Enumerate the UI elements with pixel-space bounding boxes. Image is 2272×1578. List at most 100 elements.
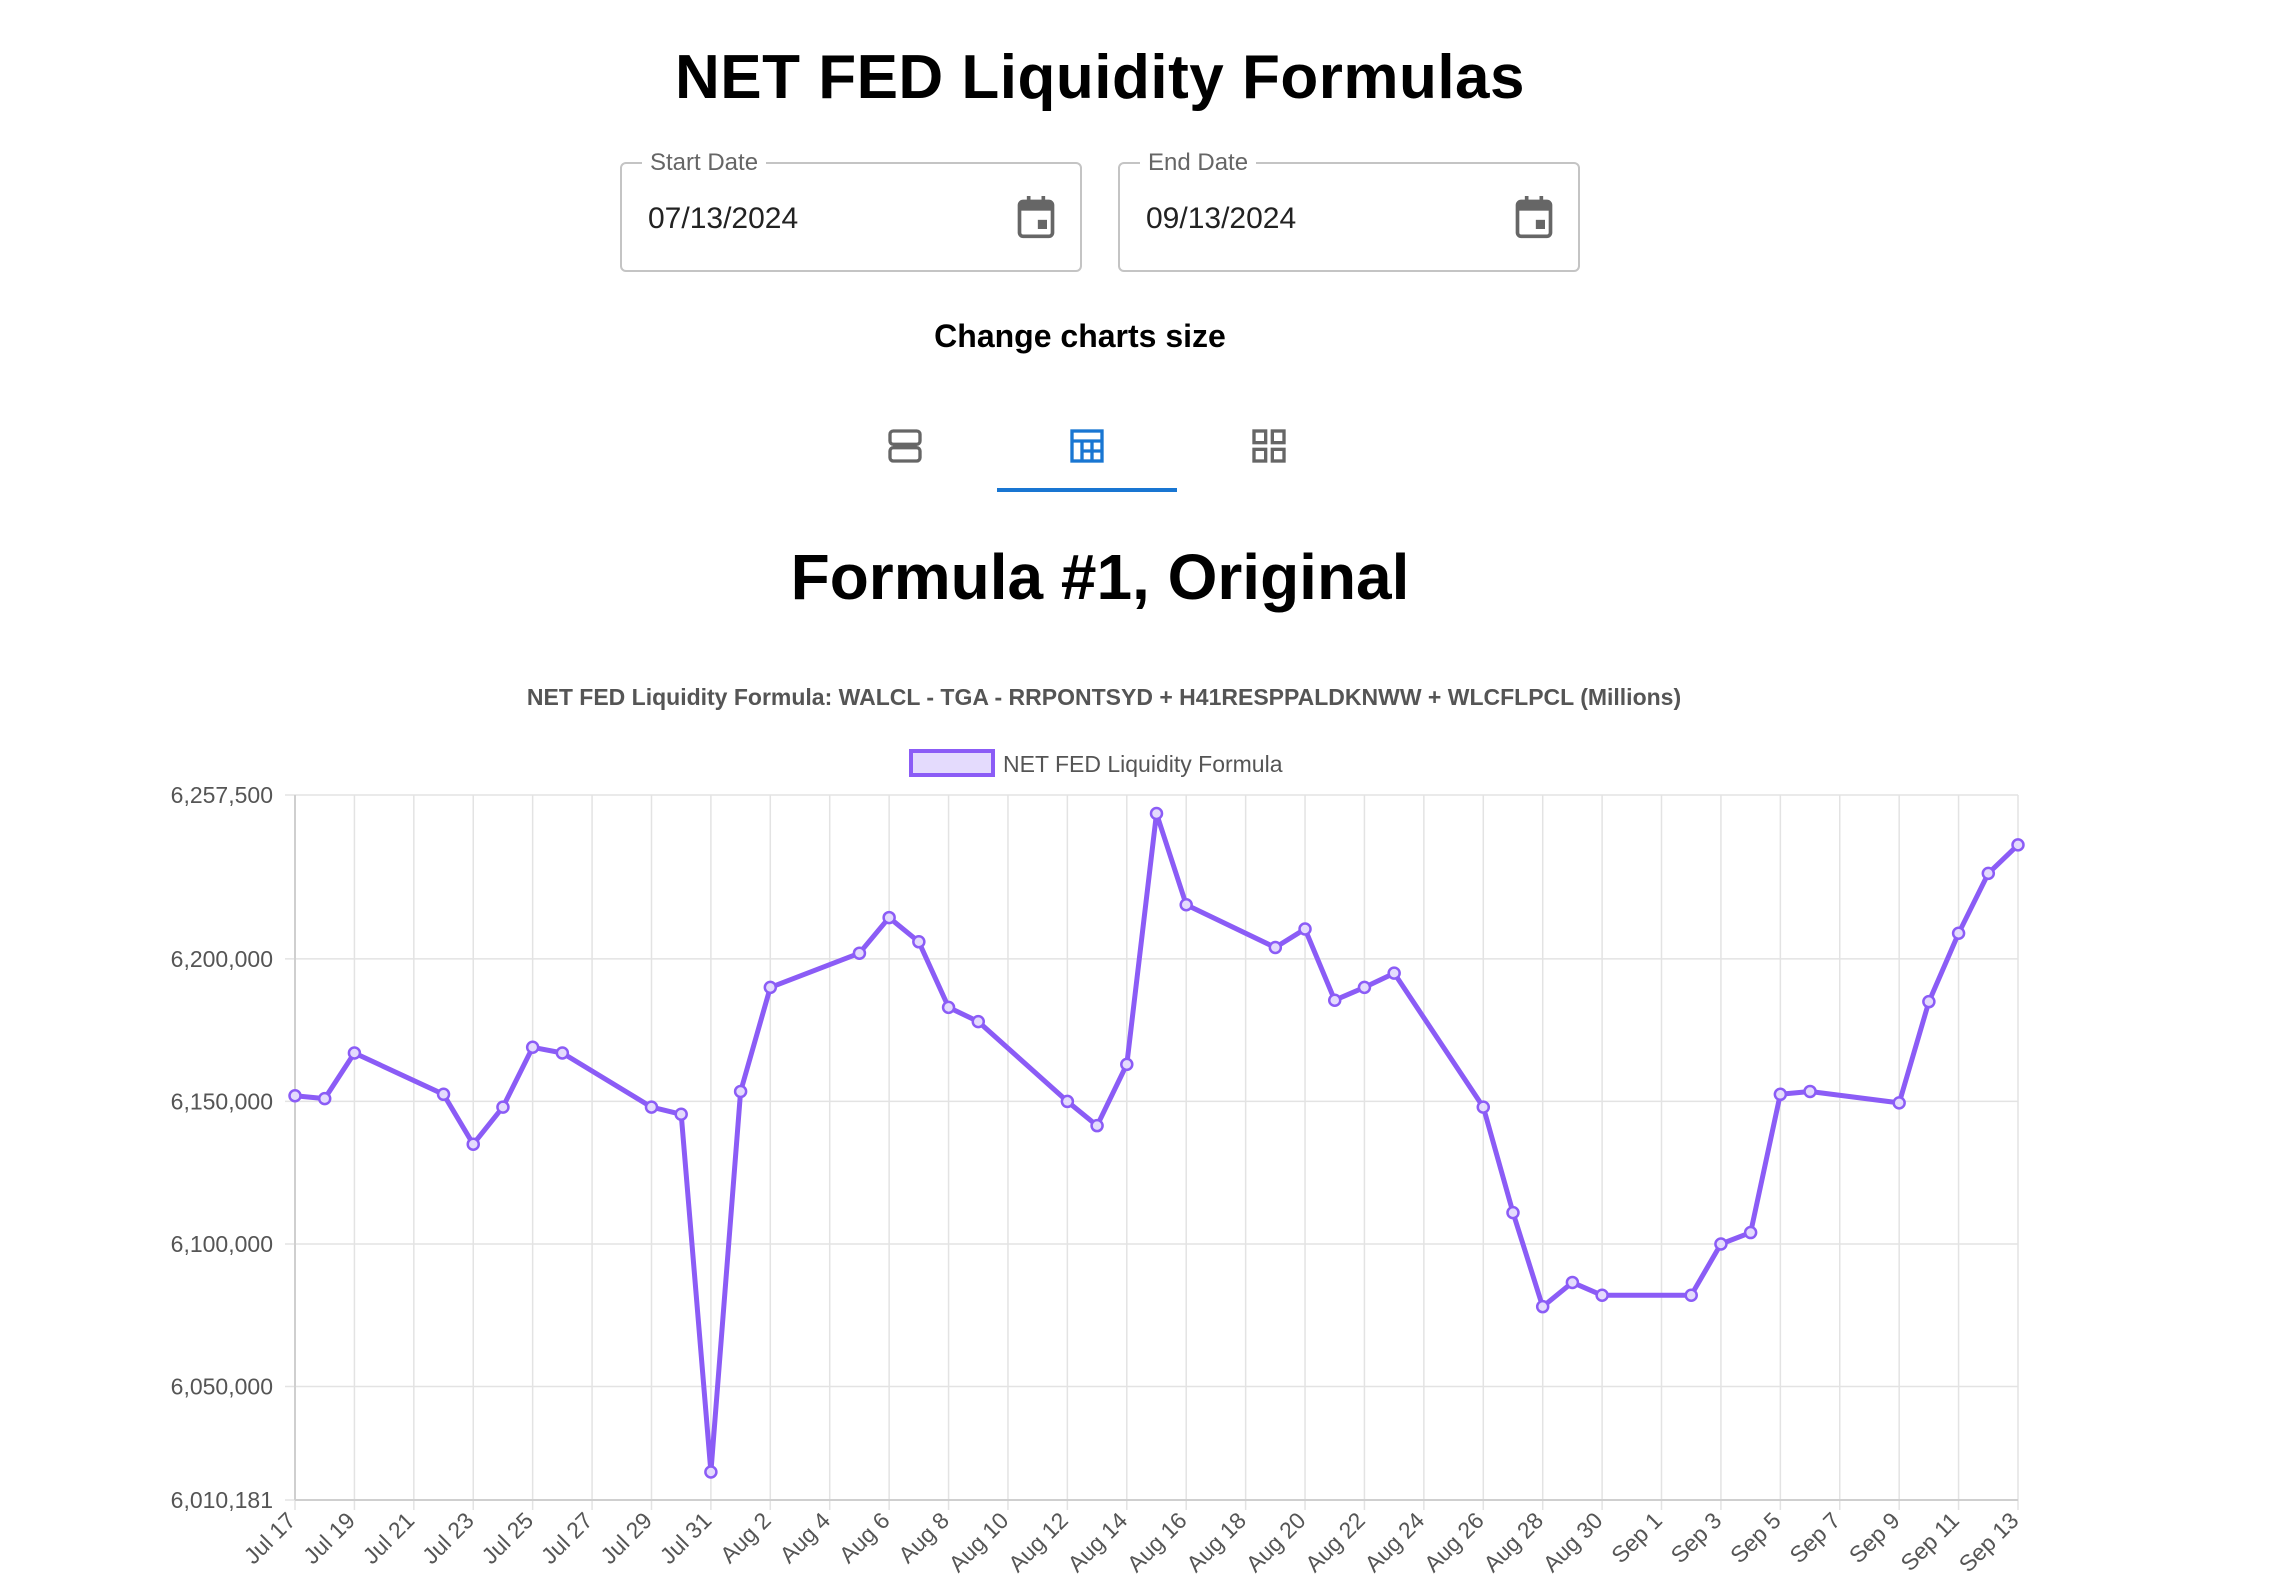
- start-date-field[interactable]: Start Date 07/13/2024: [620, 149, 1082, 272]
- y-tick-label: 6,257,500: [171, 782, 273, 808]
- x-tick-label: Aug 28: [1478, 1507, 1548, 1577]
- y-axis: 6,010,181 6,050,000 6,100,000 6,150,000 6,20…: [171, 782, 273, 1513]
- x-tick-label: Aug 14: [1062, 1507, 1132, 1577]
- data-point: [1179, 897, 1193, 912]
- data-point: [644, 1100, 659, 1114]
- data-point: [1476, 1100, 1491, 1114]
- page-title: NET FED Liquidity Formulas: [674, 43, 1526, 112]
- data-point: [1922, 994, 1936, 1009]
- x-tick-label: Sep 11: [1895, 1507, 1964, 1576]
- series-line: [294, 811, 2020, 1475]
- data-point: [1149, 806, 1164, 821]
- data-point: [1298, 922, 1312, 936]
- tab-grid-layout[interactable]: [1179, 410, 1359, 492]
- x-tick-label: Sep 5: [1725, 1507, 1786, 1568]
- data-point: [436, 1087, 451, 1102]
- data-point: [555, 1046, 570, 1060]
- x-tick-label: Aug 6: [834, 1507, 895, 1568]
- data-point: [882, 910, 896, 925]
- x-tick-label: Jul 19: [298, 1507, 360, 1569]
- data-point: [1535, 1299, 1550, 1314]
- x-tick-label: Sep 13: [1954, 1507, 2024, 1577]
- x-tick-label: Aug 4: [774, 1507, 835, 1568]
- data-point: [1090, 1118, 1104, 1133]
- chart-title: NET FED Liquidity Formula: WALCL - TGA -…: [527, 684, 1681, 710]
- dashboard-layout-icon: [1070, 429, 1104, 463]
- chart-grid: [285, 794, 2019, 1510]
- legend-swatch: [909, 749, 995, 777]
- y-tick-label: 6,100,000: [171, 1231, 273, 1257]
- data-point: [496, 1100, 510, 1114]
- data-point: [1327, 993, 1342, 1007]
- data-point: [1387, 966, 1401, 980]
- change-charts-size-label: Change charts size: [934, 318, 1226, 354]
- x-tick-label: Aug 18: [1181, 1507, 1251, 1577]
- tab-rows-layout[interactable]: [815, 410, 995, 492]
- end-date-calendar-icon[interactable]: [1512, 194, 1556, 242]
- x-tick-label: Jul 31: [655, 1507, 717, 1569]
- data-point: [852, 946, 867, 960]
- x-tick-label: Sep 1: [1606, 1507, 1667, 1568]
- end-date-field[interactable]: End Date 09/13/2024: [1118, 149, 1580, 272]
- data-point: [288, 1088, 302, 1103]
- x-tick-label: Aug 30: [1538, 1507, 1608, 1577]
- end-date-value[interactable]: 09/13/2024: [1146, 202, 1297, 235]
- grid-layout-icon: [1252, 429, 1286, 463]
- x-tick-label: Jul 23: [417, 1507, 479, 1569]
- data-point: [1595, 1288, 1609, 1303]
- data-point: [971, 1014, 986, 1029]
- start-date-value[interactable]: 07/13/2024: [648, 202, 799, 235]
- chart-legend[interactable]: NET FED Liquidity Formula: [909, 749, 1283, 777]
- x-tick-label: Aug 12: [1003, 1507, 1073, 1577]
- x-tick-label: Jul 29: [595, 1507, 657, 1569]
- x-tick-label: Jul 25: [476, 1507, 538, 1569]
- data-point: [525, 1040, 540, 1055]
- data-point: [1120, 1057, 1134, 1072]
- start-date-calendar-icon[interactable]: [1014, 194, 1058, 242]
- x-tick-label: Aug 22: [1300, 1507, 1370, 1577]
- start-date-label: Start Date: [642, 149, 767, 177]
- data-point: [704, 1465, 718, 1479]
- x-tick-label: Aug 2: [715, 1507, 776, 1568]
- data-point: [1684, 1288, 1698, 1303]
- x-tick-label: Sep 7: [1784, 1507, 1845, 1568]
- data-point: [1506, 1205, 1520, 1220]
- tab-dashboard-layout[interactable]: [997, 410, 1177, 492]
- data-point: [1951, 926, 1966, 941]
- data-point: [1773, 1087, 1788, 1102]
- data-point: [1743, 1225, 1758, 1240]
- section-title: Formula #1, Original: [790, 541, 1410, 613]
- data-point: [317, 1091, 332, 1106]
- data-point: [347, 1046, 362, 1060]
- data-point: [2011, 838, 2025, 852]
- y-tick-label: 6,200,000: [171, 946, 273, 972]
- data-point: [941, 1000, 956, 1015]
- x-tick-label: Jul 21: [358, 1507, 420, 1569]
- data-point: [1060, 1094, 1075, 1109]
- legend-label: NET FED Liquidity Formula: [1003, 751, 1283, 777]
- data-point: [466, 1137, 480, 1151]
- x-tick-label: Aug 20: [1241, 1507, 1311, 1577]
- y-tick-label: 6,010,181: [171, 1487, 273, 1513]
- data-point: [1565, 1275, 1580, 1290]
- data-point: [733, 1084, 748, 1099]
- x-tick-label: Aug 10: [944, 1507, 1014, 1577]
- x-tick-label: Jul 27: [536, 1507, 598, 1569]
- data-point: [912, 935, 926, 949]
- data-point: [1268, 940, 1283, 955]
- x-tick-label: Sep 3: [1666, 1507, 1727, 1568]
- y-tick-label: 6,050,000: [171, 1373, 273, 1399]
- end-date-label: End Date: [1140, 149, 1257, 177]
- data-point: [1357, 980, 1372, 995]
- data-point: [674, 1107, 688, 1122]
- x-tick-label: Aug 24: [1359, 1507, 1429, 1577]
- data-point: [763, 980, 778, 995]
- data-point: [1892, 1096, 1906, 1110]
- y-tick-label: 6,150,000: [171, 1088, 273, 1114]
- data-point: [1714, 1237, 1728, 1251]
- series-points: [288, 806, 2025, 1479]
- net-fed-liquidity-chart: NET FED Liquidity Formula: WALCL - TGA -…: [171, 684, 2025, 1577]
- x-tick-label: Aug 26: [1419, 1507, 1489, 1577]
- rows-layout-icon: [888, 429, 922, 463]
